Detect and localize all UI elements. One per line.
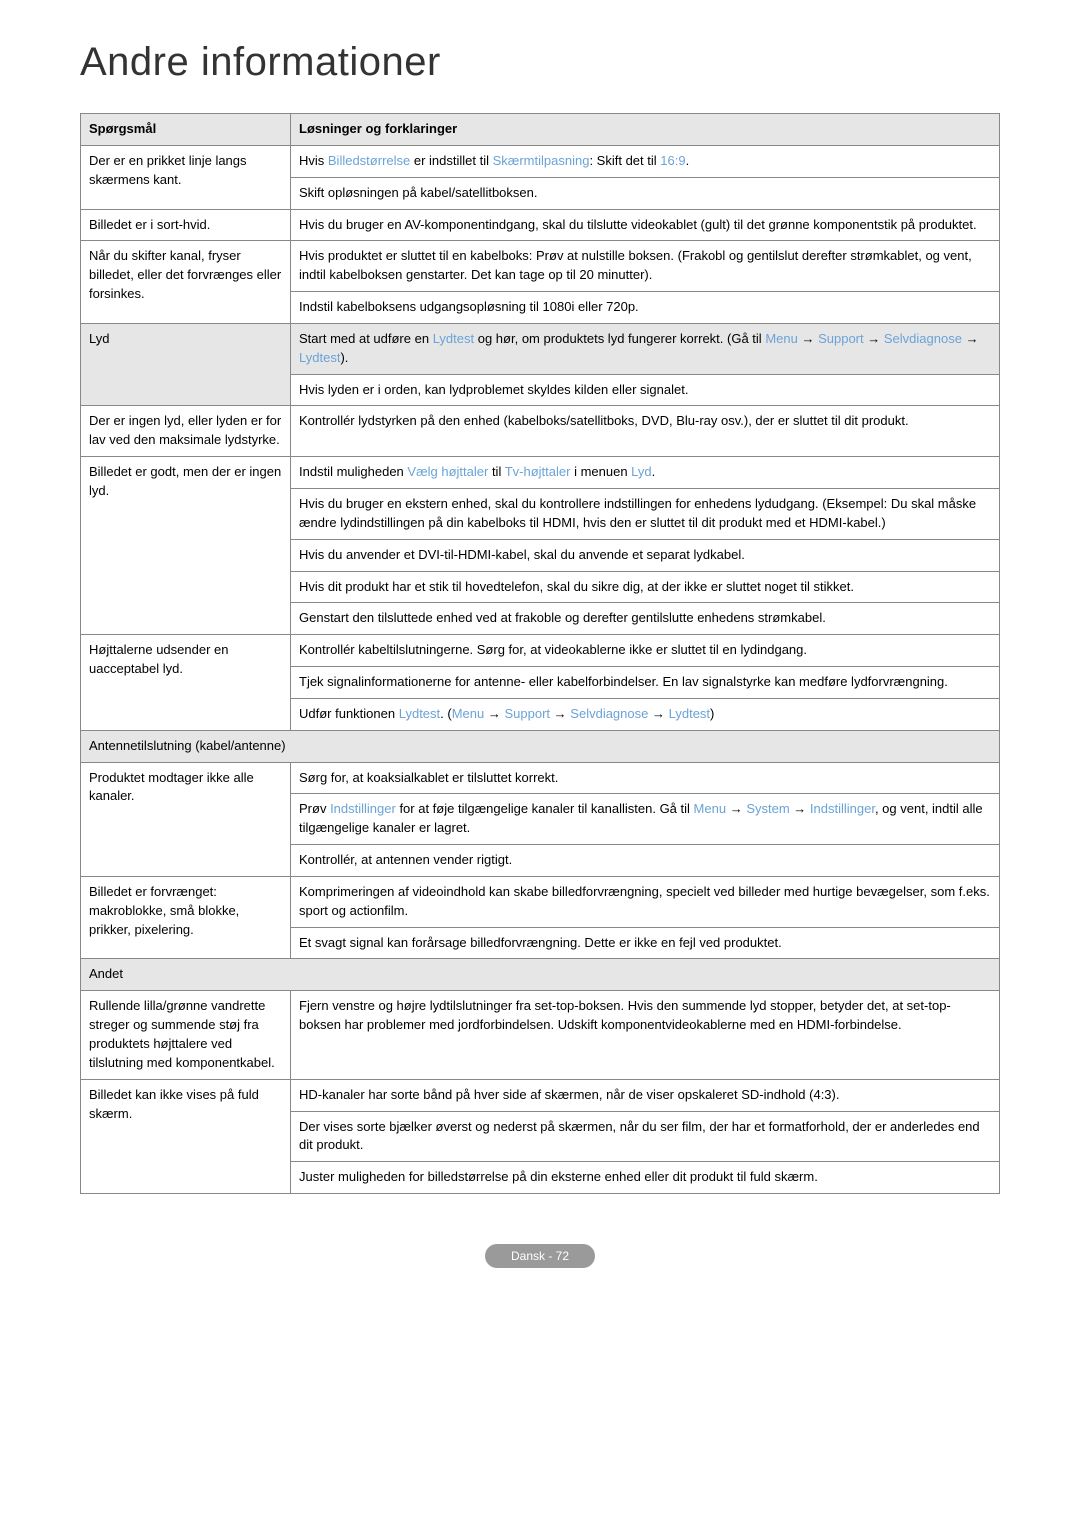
answer-cell: Kontrollér lydstyrken på den enhed (kabe… (291, 406, 1000, 457)
question-cell: Produktet modtager ikke alle kanaler. (81, 762, 291, 876)
answer-cell: Kontrollér, at antennen vender rigtigt. (291, 845, 1000, 877)
col-header-answer: Løsninger og forklaringer (291, 114, 1000, 146)
question-cell: Der er en prikket linje langs skærmens k… (81, 145, 291, 209)
troubleshooting-table: Spørgsmål Løsninger og forklaringer Der … (80, 113, 1000, 1194)
answer-cell: Hvis du bruger en AV-komponentindgang, s… (291, 209, 1000, 241)
question-cell: Billedet er forvrænget: makroblokke, små… (81, 876, 291, 959)
answer-cell: Indstil kabelboksens udgangsopløsning ti… (291, 292, 1000, 324)
answer-cell: Hvis dit produkt har et stik til hovedte… (291, 571, 1000, 603)
answer-cell: HD-kanaler har sorte bånd på hver side a… (291, 1079, 1000, 1111)
page-footer: Dansk - 72 (80, 1244, 1000, 1268)
answer-cell: Hvis du anvender et DVI-til-HDMI-kabel, … (291, 539, 1000, 571)
section-header: Antennetilslutning (kabel/antenne) (81, 730, 1000, 762)
answer-cell: Der vises sorte bjælker øverst og neders… (291, 1111, 1000, 1162)
answer-cell: Sørg for, at koaksialkablet er tilslutte… (291, 762, 1000, 794)
answer-cell: Prøv Indstillinger for at føje tilgængel… (291, 794, 1000, 845)
question-cell: Når du skifter kanal, fryser billedet, e… (81, 241, 291, 324)
answer-cell: Kontrollér kabeltilslutningerne. Sørg fo… (291, 635, 1000, 667)
answer-cell: Tjek signalinformationerne for antenne- … (291, 667, 1000, 699)
answer-cell: Indstil muligheden Vælg højttaler til Tv… (291, 457, 1000, 489)
col-header-question: Spørgsmål (81, 114, 291, 146)
answer-cell: Start med at udføre en Lydtest og hør, o… (291, 323, 1000, 374)
answer-cell: Hvis produktet er sluttet til en kabelbo… (291, 241, 1000, 292)
question-cell: Rullende lilla/grønne vandrette streger … (81, 991, 291, 1079)
answer-cell: Hvis du bruger en ekstern enhed, skal du… (291, 488, 1000, 539)
answer-cell: Hvis Billedstørrelse er indstillet til S… (291, 145, 1000, 177)
question-cell: Lyd (81, 323, 291, 406)
section-header: Andet (81, 959, 1000, 991)
answer-cell: Genstart den tilsluttede enhed ved at fr… (291, 603, 1000, 635)
question-cell: Billedet er i sort-hvid. (81, 209, 291, 241)
page-number-badge: Dansk - 72 (485, 1244, 595, 1268)
page-title: Andre informationer (80, 40, 1000, 85)
question-cell: Billedet kan ikke vises på fuld skærm. (81, 1079, 291, 1193)
question-cell: Højttalerne udsender en uacceptabel lyd. (81, 635, 291, 731)
question-cell: Billedet er godt, men der er ingen lyd. (81, 457, 291, 635)
question-cell: Der er ingen lyd, eller lyden er for lav… (81, 406, 291, 457)
answer-cell: Skift opløsningen på kabel/satellitbokse… (291, 177, 1000, 209)
answer-cell: Hvis lyden er i orden, kan lydproblemet … (291, 374, 1000, 406)
answer-cell: Komprimeringen af videoindhold kan skabe… (291, 876, 1000, 927)
answer-cell: Udfør funktionen Lydtest. (Menu → Suppor… (291, 698, 1000, 730)
answer-cell: Et svagt signal kan forårsage billedforv… (291, 927, 1000, 959)
answer-cell: Fjern venstre og højre lydtilslutninger … (291, 991, 1000, 1079)
answer-cell: Juster muligheden for billedstørrelse på… (291, 1162, 1000, 1194)
